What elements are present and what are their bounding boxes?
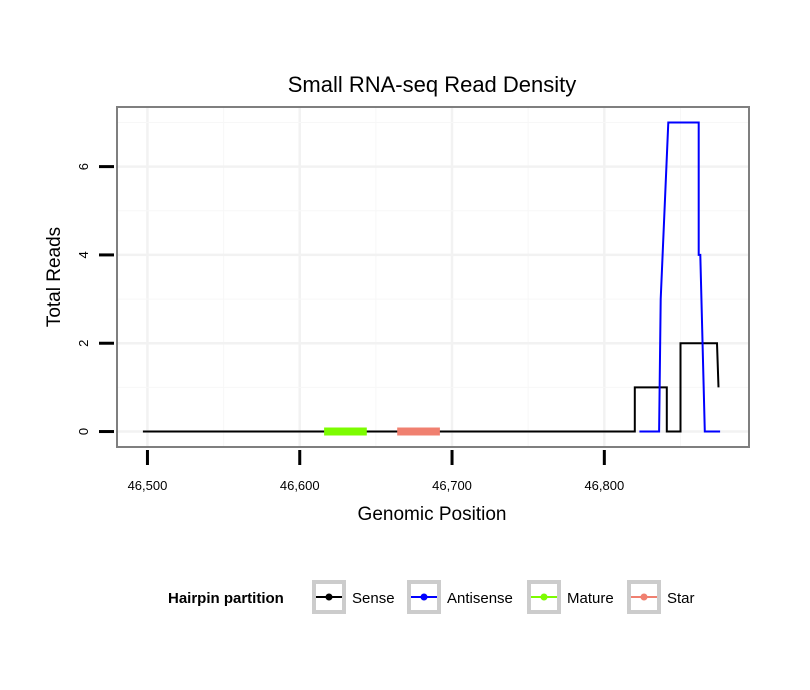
series-line-sense <box>142 342 720 433</box>
x-axis-title: Genomic Position <box>358 504 507 525</box>
x-tick-label: 46,800 <box>584 478 624 493</box>
x-tick-label: 46,700 <box>432 478 472 493</box>
legend: Hairpin partition Sense Antisense Mature St… <box>168 580 695 614</box>
legend-key-point <box>325 593 333 601</box>
legend-label: Antisense <box>447 590 513 607</box>
legend-key-box <box>527 580 561 614</box>
y-tick-label: 4 <box>76 251 91 258</box>
x-tick-label: 46,500 <box>128 478 168 493</box>
legend-key-point <box>420 593 428 601</box>
legend-item-star: Star <box>627 580 695 614</box>
y-tick-label: 2 <box>76 340 91 347</box>
legend-label: Star <box>667 590 695 607</box>
plot-border <box>116 106 750 448</box>
series-line-antisense <box>639 121 721 433</box>
y-tick-label: 0 <box>76 428 91 435</box>
legend-label: Mature <box>567 590 614 607</box>
legend-item-mature: Mature <box>527 580 614 614</box>
series-layer <box>142 121 721 436</box>
legend-label: Sense <box>352 590 395 607</box>
x-tick-label: 46,600 <box>280 478 320 493</box>
y-axis: 0 2 4 6 <box>76 163 114 435</box>
legend-title: Hairpin partition <box>168 590 284 607</box>
chart-title: Small RNA-seq Read Density <box>288 72 577 97</box>
legend-key-point <box>540 593 548 601</box>
plot-panel <box>117 107 749 447</box>
y-tick-label: 6 <box>76 163 91 170</box>
legend-item-antisense: Antisense <box>407 580 513 614</box>
legend-item-sense: Sense <box>312 580 395 614</box>
y-axis-title: Total Reads <box>44 227 65 327</box>
legend-key-point <box>640 593 648 601</box>
x-axis: 46,500 46,600 46,700 46,800 <box>128 450 624 493</box>
